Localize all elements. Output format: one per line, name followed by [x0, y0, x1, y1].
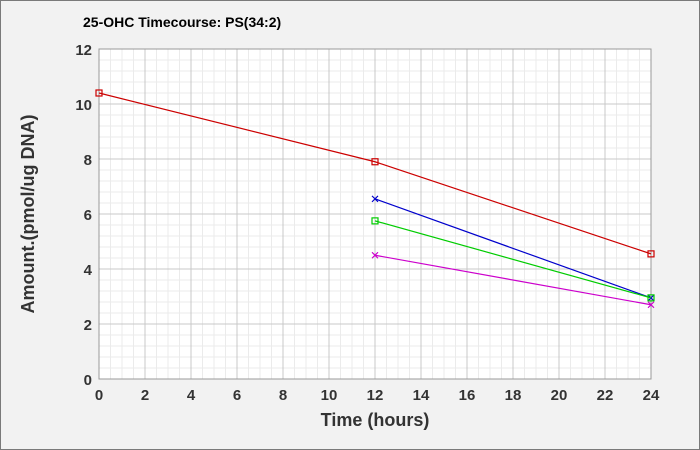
series-line: [374, 198, 652, 299]
data-point: [371, 195, 379, 203]
chart-title: 25-OHC Timecourse: PS(34:2): [83, 14, 281, 30]
series-line: [374, 254, 652, 306]
series-line: [374, 220, 652, 299]
y-axis-label: Amount.(pmol/ug DNA): [18, 115, 38, 314]
plot-border: [98, 48, 652, 380]
data-point: [371, 251, 379, 259]
data-point: [647, 301, 655, 309]
x-tick-label: 10: [321, 387, 338, 404]
x-tick-label: 18: [505, 387, 522, 404]
data-point: [95, 89, 103, 97]
data-point: [371, 217, 379, 225]
y-tick-label: 10: [75, 97, 92, 114]
x-tick-label: 12: [367, 387, 384, 404]
x-axis-label: Time (hours): [321, 410, 430, 430]
data-point: [647, 294, 655, 302]
x-tick-label: 0: [95, 387, 103, 404]
x-tick-label: 22: [597, 387, 614, 404]
series-3: [371, 217, 655, 302]
data-point: [371, 158, 379, 166]
y-tick-label: 8: [84, 152, 92, 169]
x-tick-label: 2: [141, 387, 149, 404]
x-tick-label: 4: [187, 387, 196, 404]
x-tick-label: 14: [413, 387, 430, 404]
data-point: [647, 250, 655, 258]
y-tick-label: 2: [84, 317, 92, 334]
series-layer: [95, 89, 655, 309]
x-tick-label: 24: [643, 387, 660, 404]
y-tick-label: 4: [84, 262, 93, 279]
x-tick-label: 20: [551, 387, 568, 404]
y-tick-label: 0: [84, 372, 92, 389]
x-axis-ticks: 0 2 4 6 8 10 12 14 16 18 20 22 24: [95, 387, 660, 404]
x-tick-label: 6: [233, 387, 241, 404]
series-4: [371, 251, 655, 309]
x-tick-label: 16: [459, 387, 476, 404]
series-line: [98, 92, 652, 255]
series-1: [95, 89, 655, 258]
x-tick-label: 8: [279, 387, 287, 404]
y-tick-label: 6: [84, 207, 92, 224]
y-axis-ticks: 0 2 4 6 8 10 12: [75, 42, 92, 389]
y-tick-label: 12: [75, 42, 92, 59]
